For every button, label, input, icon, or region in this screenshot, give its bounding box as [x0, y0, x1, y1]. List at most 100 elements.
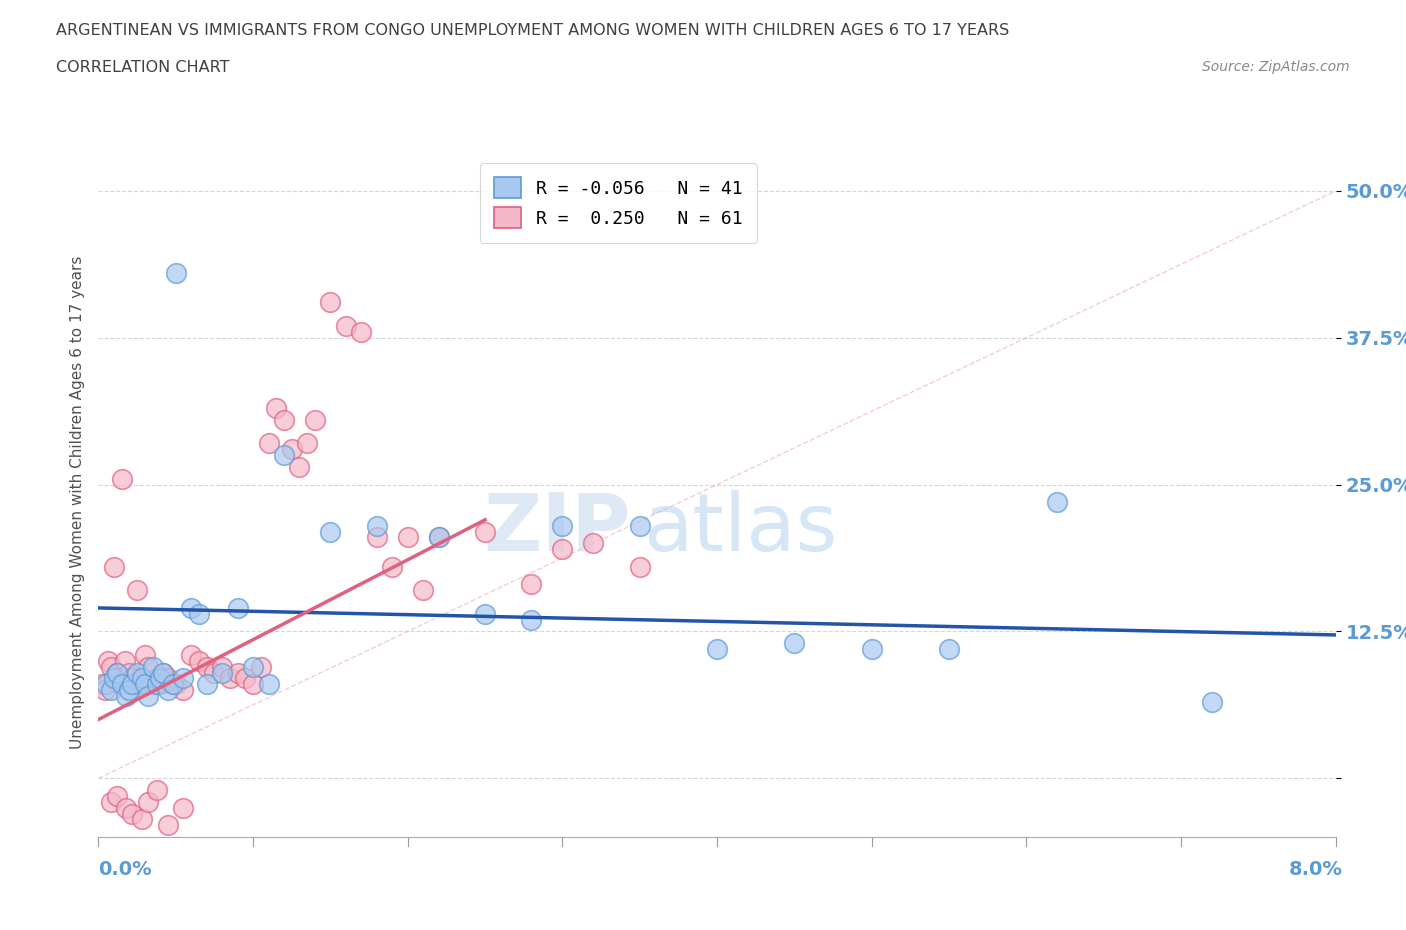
Point: [93, 683, 115, 698]
Point: [551, 542, 574, 557]
Point: [188, 606, 211, 621]
Point: [134, 677, 156, 692]
Point: [319, 525, 342, 539]
Point: [273, 413, 295, 428]
Point: [131, 812, 153, 827]
Point: [211, 659, 233, 674]
Point: [860, 642, 883, 657]
Point: [157, 817, 180, 832]
Point: [115, 800, 138, 815]
Point: [180, 601, 202, 616]
Point: [121, 806, 143, 821]
Point: [162, 677, 184, 692]
Point: [105, 665, 128, 680]
Point: [127, 583, 149, 598]
Point: [100, 659, 122, 674]
Point: [114, 654, 136, 669]
Text: ZIP: ZIP: [484, 490, 630, 568]
Point: [195, 659, 218, 674]
Point: [520, 577, 543, 591]
Point: [111, 472, 132, 486]
Point: [152, 665, 174, 680]
Point: [103, 671, 125, 685]
Point: [157, 683, 180, 698]
Point: [381, 559, 404, 574]
Point: [474, 525, 496, 539]
Point: [129, 677, 152, 692]
Point: [96, 677, 118, 692]
Point: [427, 530, 450, 545]
Point: [706, 642, 728, 657]
Point: [152, 665, 174, 680]
Point: [257, 677, 280, 692]
Point: [211, 665, 233, 680]
Point: [264, 401, 288, 416]
Point: [162, 677, 184, 692]
Point: [118, 683, 141, 698]
Point: [219, 671, 242, 685]
Y-axis label: Unemployment Among Women with Children Ages 6 to 17 years: Unemployment Among Women with Children A…: [69, 256, 84, 749]
Point: [474, 606, 496, 621]
Point: [242, 659, 264, 674]
Point: [297, 436, 319, 451]
Point: [628, 559, 651, 574]
Point: [195, 677, 218, 692]
Point: [233, 671, 257, 685]
Point: [97, 654, 120, 669]
Point: [582, 536, 605, 551]
Point: [551, 518, 574, 533]
Point: [319, 295, 342, 310]
Point: [134, 647, 156, 662]
Point: [628, 518, 651, 533]
Point: [204, 665, 226, 680]
Point: [180, 647, 202, 662]
Point: [366, 530, 388, 545]
Point: [105, 665, 128, 680]
Point: [111, 677, 132, 692]
Point: [121, 677, 143, 692]
Point: [131, 671, 153, 685]
Point: [427, 530, 450, 545]
Text: ARGENTINEAN VS IMMIGRANTS FROM CONGO UNEMPLOYMENT AMONG WOMEN WITH CHILDREN AGES: ARGENTINEAN VS IMMIGRANTS FROM CONGO UNE…: [56, 23, 1010, 38]
Point: [115, 688, 138, 703]
Point: [105, 789, 128, 804]
Point: [273, 447, 295, 462]
Point: [188, 654, 211, 669]
Point: [127, 665, 149, 680]
Point: [1201, 695, 1223, 710]
Text: CORRELATION CHART: CORRELATION CHART: [56, 60, 229, 75]
Point: [172, 671, 194, 685]
Point: [136, 659, 159, 674]
Point: [141, 677, 165, 692]
Point: [146, 782, 169, 797]
Point: [520, 612, 543, 627]
Point: [165, 677, 187, 692]
Point: [335, 319, 357, 334]
Legend: R = -0.056   N = 41, R =  0.250   N = 61: R = -0.056 N = 41, R = 0.250 N = 61: [479, 163, 756, 243]
Point: [366, 518, 388, 533]
Point: [141, 659, 165, 674]
Point: [100, 683, 122, 698]
Point: [412, 583, 434, 598]
Point: [396, 530, 419, 545]
Text: Source: ZipAtlas.com: Source: ZipAtlas.com: [1202, 60, 1350, 74]
Point: [136, 688, 159, 703]
Point: [304, 413, 326, 428]
Point: [938, 642, 960, 657]
Point: [172, 800, 194, 815]
Point: [146, 671, 169, 685]
Point: [118, 665, 141, 680]
Point: [121, 671, 143, 685]
Point: [1046, 495, 1069, 510]
Point: [242, 677, 264, 692]
Point: [281, 442, 304, 457]
Text: 0.0%: 0.0%: [98, 860, 152, 879]
Point: [157, 671, 180, 685]
Text: atlas: atlas: [643, 490, 837, 568]
Point: [288, 459, 311, 474]
Point: [172, 683, 194, 698]
Point: [90, 677, 112, 692]
Point: [783, 636, 806, 651]
Point: [250, 659, 273, 674]
Point: [165, 266, 187, 281]
